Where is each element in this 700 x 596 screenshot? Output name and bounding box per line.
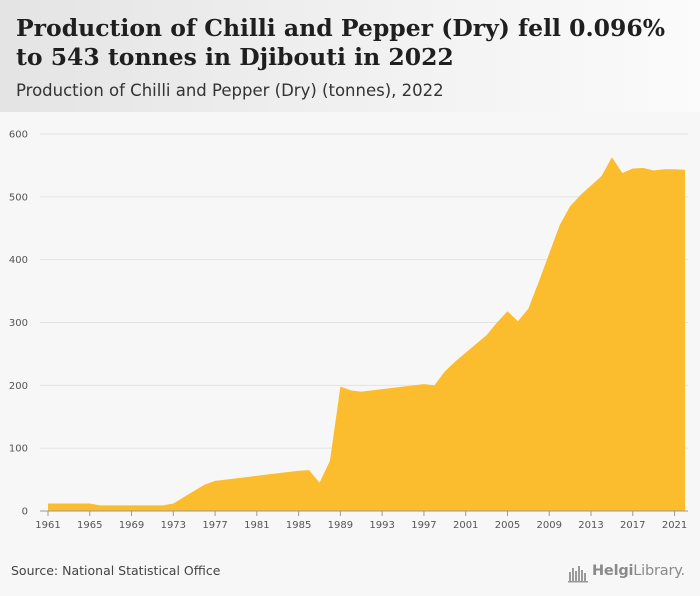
- axes: 0 100 200 300 400 500 600 1961 1965 1969 1973 1977 1…: [9, 130, 688, 531]
- page-title: Production of Chilli and Pepper (Dry) fe…: [16, 14, 666, 71]
- x-tick-label: 2017: [620, 520, 645, 531]
- x-tick-label: 1997: [411, 520, 436, 531]
- city-skyline-icon: [568, 566, 588, 583]
- x-tick-label: 1981: [244, 520, 269, 531]
- x-tick-label: 1985: [286, 520, 311, 531]
- y-tick-label: 400: [9, 255, 28, 266]
- x-tick-label: 1961: [35, 520, 60, 531]
- x-tick-label: 2009: [537, 520, 562, 531]
- x-tick-label: 1965: [77, 520, 102, 531]
- helgi-library-logo[interactable]: HelgiLibrary.: [568, 562, 692, 584]
- x-tick-label: 1969: [119, 520, 144, 531]
- chart-area: 0 100 200 300 400 500 600 1961 1965 1969 1973 1977 1…: [0, 112, 700, 542]
- y-tick-label: 600: [9, 130, 28, 141]
- y-tick-label: 0: [22, 507, 28, 518]
- x-tick-label: 1993: [369, 520, 394, 531]
- source-note: Source: National Statistical Office: [11, 563, 221, 578]
- x-tick-label: 1989: [328, 520, 353, 531]
- chart-subtitle: Production of Chilli and Pepper (Dry) (t…: [16, 81, 444, 100]
- y-tick-label: 100: [9, 444, 28, 455]
- header-band: [0, 0, 700, 112]
- gridlines: [40, 133, 688, 449]
- x-tick-label: 2001: [453, 520, 478, 531]
- x-tick-label: 1977: [202, 520, 227, 531]
- production-area: [48, 157, 685, 511]
- x-tick-label: 2021: [662, 520, 687, 531]
- x-tick-label: 2005: [495, 520, 520, 531]
- x-tick-label: 2013: [578, 520, 603, 531]
- y-tick-label: 300: [9, 318, 28, 329]
- data-series: [48, 157, 685, 511]
- x-tick-label: 1973: [161, 520, 186, 531]
- y-tick-label: 200: [9, 381, 28, 392]
- logo-wordmark: HelgiLibrary.: [592, 563, 685, 579]
- area-chart: 0 100 200 300 400 500 600 1961 1965 1969 1973 1977 1…: [9, 130, 688, 531]
- y-tick-label: 500: [9, 192, 28, 203]
